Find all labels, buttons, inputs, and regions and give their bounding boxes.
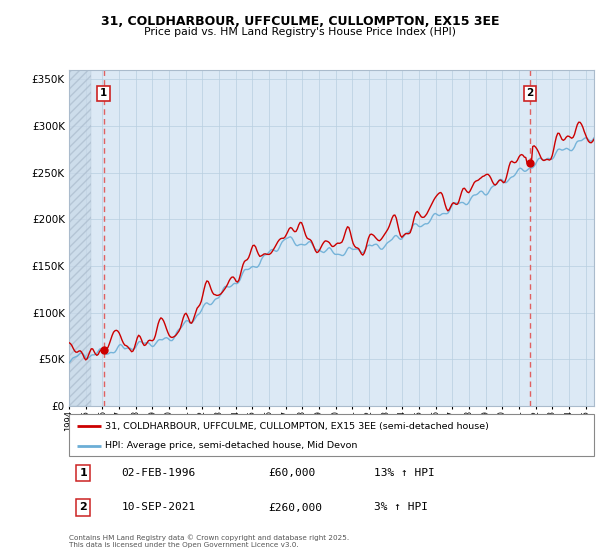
Text: 3% ↑ HPI: 3% ↑ HPI — [373, 502, 427, 512]
Text: 31, COLDHARBOUR, UFFCULME, CULLOMPTON, EX15 3EE: 31, COLDHARBOUR, UFFCULME, CULLOMPTON, E… — [101, 15, 499, 28]
Text: 10-SEP-2021: 10-SEP-2021 — [121, 502, 196, 512]
Text: £260,000: £260,000 — [269, 502, 323, 512]
Text: £60,000: £60,000 — [269, 468, 316, 478]
Text: 1: 1 — [100, 88, 107, 99]
Bar — [69, 70, 91, 406]
Text: 31, COLDHARBOUR, UFFCULME, CULLOMPTON, EX15 3EE (semi-detached house): 31, COLDHARBOUR, UFFCULME, CULLOMPTON, E… — [105, 422, 488, 431]
Text: Price paid vs. HM Land Registry's House Price Index (HPI): Price paid vs. HM Land Registry's House … — [144, 27, 456, 38]
Text: 1: 1 — [79, 468, 87, 478]
Text: 13% ↑ HPI: 13% ↑ HPI — [373, 468, 434, 478]
Text: 2: 2 — [527, 88, 534, 99]
FancyBboxPatch shape — [69, 414, 594, 456]
Text: Contains HM Land Registry data © Crown copyright and database right 2025.
This d: Contains HM Land Registry data © Crown c… — [69, 534, 349, 548]
Text: HPI: Average price, semi-detached house, Mid Devon: HPI: Average price, semi-detached house,… — [105, 441, 357, 450]
Text: 2: 2 — [79, 502, 87, 512]
Text: 02-FEB-1996: 02-FEB-1996 — [121, 468, 196, 478]
